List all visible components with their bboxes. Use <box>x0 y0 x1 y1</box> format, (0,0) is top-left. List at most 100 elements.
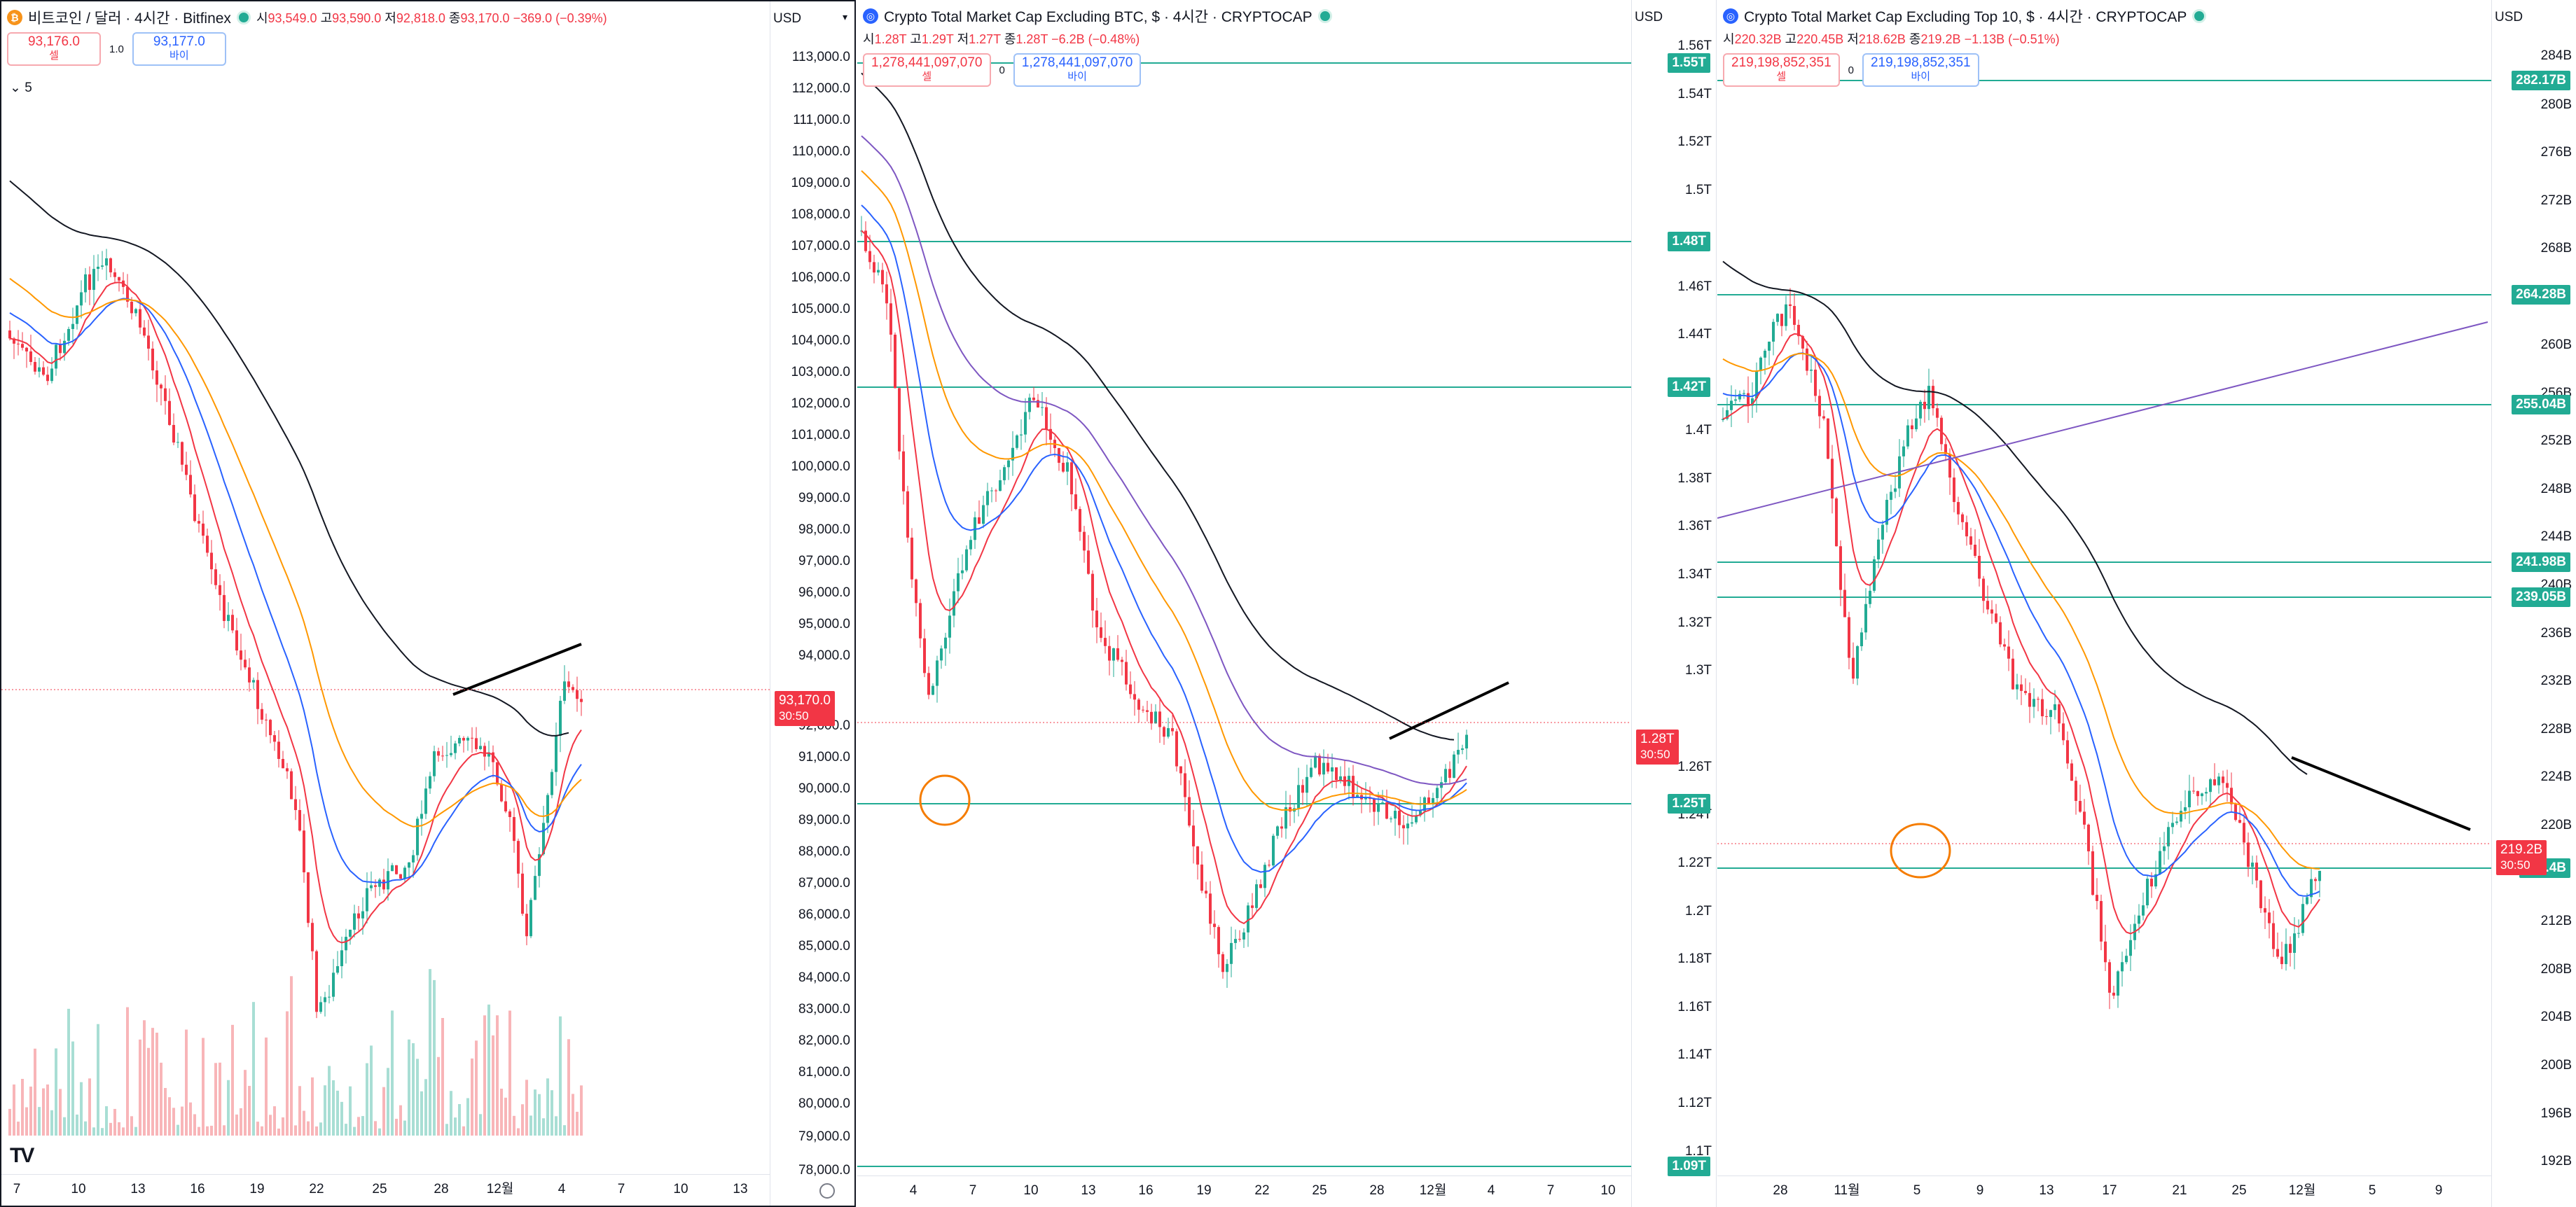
candle-body <box>546 795 549 823</box>
volume-bar <box>219 1062 221 1136</box>
ema-orange-line <box>9 277 582 828</box>
volume-bar <box>105 1106 108 1136</box>
time-tick-label: 16 <box>1138 1183 1154 1198</box>
volume-bar <box>17 1122 20 1136</box>
candle-body <box>1743 393 1745 394</box>
candle-body <box>1864 604 1867 633</box>
horizontal-level-label: 1.25T <box>1668 794 1710 814</box>
candle-body <box>1772 321 1775 342</box>
currency-label[interactable]: USD <box>2495 10 2523 25</box>
price-tick-label: 90,000.0 <box>798 781 850 796</box>
price-tick-label: 101,000.0 <box>791 428 850 442</box>
volume-bar <box>391 1010 394 1136</box>
btc-chart-canvas[interactable] <box>1 1 854 1206</box>
candle-body <box>445 755 448 756</box>
buy-button[interactable]: 219,198,852,351 바이 <box>1862 53 1979 87</box>
price-tick-label: 272B <box>2540 193 2572 208</box>
time-tick-label: 19 <box>1196 1183 1212 1198</box>
chart-panel-others[interactable]: ◎ Crypto Total Market Cap Excluding Top … <box>1717 0 2576 1207</box>
currency-label[interactable]: USD <box>1635 10 1663 25</box>
volume-bar <box>206 1126 209 1136</box>
sell-button[interactable]: 1,278,441,097,070 셀 <box>863 53 991 87</box>
volume-bar <box>223 1125 226 1136</box>
market-status-icon[interactable] <box>236 11 251 25</box>
others-symbol-title[interactable]: Crypto Total Market Cap Excluding Top 10… <box>1744 9 2187 25</box>
btc-symbol-title[interactable]: 비트코인 / 달러 · 4시간 · Bitfinex <box>28 11 231 27</box>
chart-panel-btc[interactable]: ₿ 비트코인 / 달러 · 4시간 · Bitfinex 시93,549.0 고… <box>0 0 856 1207</box>
candle-body <box>2306 897 2308 905</box>
candle-body <box>932 685 934 695</box>
candle-body <box>130 301 133 314</box>
time-tick-label: 16 <box>190 1182 205 1196</box>
time-tick-label: 22 <box>309 1182 324 1196</box>
chevron-down-icon[interactable]: ▾ <box>842 11 847 22</box>
candle-body <box>1255 884 1258 908</box>
chart-panel-total2[interactable]: ◎ Crypto Total Market Cap Excluding BTC,… <box>857 0 1717 1207</box>
price-tick-label: 260B <box>2540 337 2572 352</box>
volume-bar <box>487 1004 490 1136</box>
candle-body <box>1167 728 1170 737</box>
candle-body <box>1768 341 1771 351</box>
candle-body <box>256 680 259 709</box>
volume-bar <box>193 1114 196 1136</box>
sell-button[interactable]: 93,176.0 셀 <box>7 32 101 66</box>
candle-body <box>231 615 234 631</box>
candle-body <box>1221 954 1224 972</box>
candle-body <box>1936 408 1939 418</box>
candle-body <box>2117 971 2119 996</box>
volume-bar <box>21 1079 24 1136</box>
market-status-icon[interactable] <box>2192 9 2207 23</box>
candle-body <box>1427 797 1430 804</box>
volume-bar <box>42 1088 45 1136</box>
candle-body <box>416 818 419 856</box>
candle-body <box>2318 870 2321 881</box>
price-tick-label: 220B <box>2540 818 2572 832</box>
candle-body <box>1776 314 1779 322</box>
volume-bar <box>395 1119 398 1136</box>
candle-body <box>2276 949 2279 957</box>
candle-body <box>999 480 1002 491</box>
candle-body <box>2041 699 2044 717</box>
currency-label[interactable]: USD <box>773 11 802 26</box>
volume-bar <box>55 1048 57 1136</box>
candle-body <box>2184 807 2187 811</box>
total2-price-axis[interactable]: USD 1.56T 1.54T 1.52T 1.5T 1.46T 1.44T 1.4T 1.3… <box>1631 0 1716 1207</box>
total2-symbol-title[interactable]: Crypto Total Market Cap Excluding BTC, $… <box>884 9 1313 25</box>
btc-time-axis[interactable]: 7 10 13 16 19 22 25 28 12월 4 7 10 13 <box>1 1174 770 1206</box>
total2-ohlc: 시1.28T 고1.29T 저1.27T 종1.28T −6.2B (−0.48… <box>863 32 1140 46</box>
volume-bar <box>168 1097 171 1136</box>
time-tick-label: 10 <box>1023 1183 1039 1198</box>
total2-chart-canvas[interactable] <box>857 0 1716 1207</box>
time-tick-label: 28 <box>1369 1183 1385 1198</box>
buy-button[interactable]: 93,177.0 바이 <box>132 32 226 66</box>
price-tick-label: 228B <box>2540 722 2572 737</box>
candle-body <box>1125 662 1128 685</box>
volume-bar <box>504 1097 507 1136</box>
btc-price-axis[interactable]: USD ▾ 113,000.0 112,000.0 111,000.0 110,000… <box>770 1 854 1206</box>
volume-bar <box>572 1094 574 1136</box>
candle-body <box>223 594 226 621</box>
others-price-axis[interactable]: USD 284B 280B 276B 272B 268B 260B 256B 252B 248B… <box>2491 0 2576 1207</box>
others-chart-canvas[interactable] <box>1717 0 2576 1207</box>
settings-gear-icon[interactable] <box>819 1183 835 1199</box>
candle-body <box>1104 638 1107 646</box>
candle-body <box>2310 879 2313 898</box>
others-time-axis[interactable]: 28 11월 5 9 13 17 21 25 12월 5 9 <box>1717 1175 2492 1207</box>
candle-body <box>1297 785 1300 809</box>
market-status-icon[interactable] <box>1317 9 1332 23</box>
volume-bar <box>466 1098 469 1136</box>
sell-button[interactable]: 219,198,852,351 셀 <box>1723 53 1840 87</box>
volume-bar <box>462 1126 465 1136</box>
buy-button[interactable]: 1,278,441,097,070 바이 <box>1013 53 1142 87</box>
total2-time-axis[interactable]: 4 7 10 13 16 19 22 25 28 12월 4 7 10 <box>857 1175 1632 1207</box>
spread-value: 0 <box>1848 64 1854 76</box>
candle-body <box>2251 863 2254 867</box>
candle-body <box>1432 797 1434 804</box>
candle-body <box>450 753 452 755</box>
candle-body <box>1453 754 1455 778</box>
time-tick-label: 28 <box>434 1182 449 1196</box>
price-tick-label: 79,000.0 <box>798 1129 850 1144</box>
tradingview-logo[interactable]: TV <box>10 1144 34 1167</box>
indicator-collapse-button[interactable]: ⌄ 5 <box>10 81 32 95</box>
time-tick-label: 21 <box>2172 1183 2187 1198</box>
